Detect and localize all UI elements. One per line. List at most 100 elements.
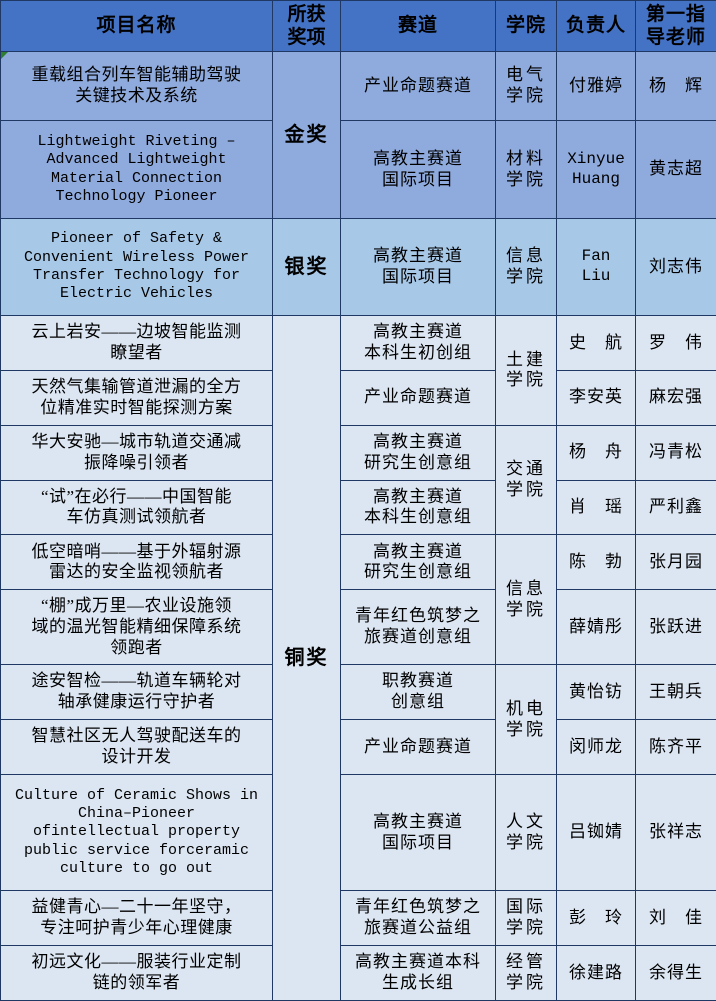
cell-project-name: “棚”成万里—农业设施领 域的温光智能精细保障系统 领跑者 [0, 589, 273, 666]
first-advisor-text: 冯青松 [649, 442, 703, 462]
cell-award: 金奖 [272, 51, 341, 219]
cell-college: 材料 学院 [495, 120, 557, 219]
cell-track: 高教主赛道 本科生初创组 [340, 315, 496, 371]
first-advisor-text: 刘 佳 [649, 907, 703, 927]
cell-college: 信息 学院 [495, 534, 557, 666]
leader-text: 付雅婷 [569, 75, 623, 95]
cell-project-name: 智慧社区无人驾驶配送车的 设计开发 [0, 719, 273, 775]
leader-text: 吕铷婧 [569, 822, 623, 842]
college-text: 土建 学院 [506, 349, 546, 390]
cell-project-name: “试”在必行——中国智能 车仿真测试领航者 [0, 479, 273, 536]
cell-college: 交通 学院 [495, 424, 557, 536]
cell-track: 高教主赛道 国际项目 [340, 120, 496, 219]
cell-project-name: 天然气集输管道泄漏的全方 位精准实时智能探测方案 [0, 369, 273, 426]
leader-text: 彭 玲 [569, 907, 623, 927]
table-row: 益健青心—二十一年坚守， 专注呵护青少年心理健康 青年红色筑梦之 旅赛道公益组 国际… [0, 890, 716, 947]
project-name-text: 智慧社区无人驾驶配送车的 设计开发 [31, 726, 242, 766]
cell-track: 职教赛道 创意组 [340, 664, 496, 721]
project-name-text: Pioneer of Safety & Convenient Wireless … [23, 230, 250, 303]
cell-leader: Xinyue Huang [556, 120, 636, 219]
first-advisor-text: 严利鑫 [649, 497, 703, 517]
first-advisor-text: 陈齐平 [649, 736, 703, 756]
cell-college: 人文 学院 [495, 773, 557, 892]
cell-track: 高教主赛道本科 生成长组 [340, 945, 496, 1001]
cell-track: 高教主赛道 本科生创意组 [340, 479, 496, 536]
first-advisor-text: 杨 辉 [649, 75, 703, 95]
column-header-first-advisor: 第一指 导老师 [635, 0, 716, 52]
cell-college: 国际 学院 [495, 890, 557, 947]
cell-track: 高教主赛道 研究生创意组 [340, 424, 496, 481]
leader-text: 杨 舟 [569, 442, 623, 462]
cell-first-advisor: 张跃进 [635, 589, 716, 666]
cell-track: 高教主赛道 国际项目 [340, 217, 496, 317]
leader-text: 薛婧彤 [569, 616, 623, 636]
cell-project-name: Lightweight Riveting – Advanced Lightwei… [0, 120, 273, 219]
college-text: 信息 学院 [506, 579, 546, 619]
cell-project-name: 益健青心—二十一年坚守， 专注呵护青少年心理健康 [0, 890, 273, 947]
cell-college: 经管 学院 [495, 945, 557, 1001]
cell-first-advisor: 冯青松 [635, 424, 716, 481]
track-text: 青年红色筑梦之 旅赛道创意组 [355, 606, 481, 647]
column-header-college: 学院 [495, 0, 557, 52]
track-text: 高教主赛道 研究生创意组 [364, 431, 472, 472]
track-text: 产业命题赛道 [364, 387, 472, 407]
cell-track: 产业命题赛道 [340, 50, 496, 122]
cell-project-name: 云上岩安——边坡智能监测 瞭望者 [0, 315, 273, 371]
college-text: 人文 学院 [506, 811, 546, 852]
cell-track: 高教主赛道 研究生创意组 [340, 534, 496, 591]
cell-project-name: Pioneer of Safety & Convenient Wireless … [0, 217, 273, 317]
cell-first-advisor: 张祥志 [635, 773, 716, 892]
cell-first-advisor: 余得生 [635, 945, 716, 1001]
cell-leader: 闵师龙 [556, 719, 636, 775]
track-text: 高教主赛道 研究生创意组 [364, 541, 472, 582]
project-name-text: 云上岩安——边坡智能监测 瞭望者 [31, 322, 242, 362]
project-name-text: “试”在必行——中国智能 车仿真测试领航者 [40, 486, 233, 527]
cell-award: 铜奖 [272, 315, 341, 1001]
leader-text: 徐建路 [569, 962, 623, 982]
project-name-text: 低空暗哨——基于外辐射源 雷达的安全监视领航者 [31, 541, 242, 582]
comment-marker-icon [1, 52, 8, 59]
cell-leader: 李安英 [556, 369, 636, 426]
cell-track: 产业命题赛道 [340, 719, 496, 775]
cell-track: 青年红色筑梦之 旅赛道创意组 [340, 589, 496, 666]
table-row: Culture of Ceramic Shows in China–Pionee… [0, 773, 716, 892]
track-text: 高教主赛道 本科生创意组 [364, 486, 472, 527]
table-row: 重载组合列车智能辅助驾驶 关键技术及系统 金奖 产业命题赛道 电气 学院 付雅婷 杨 辉 [0, 50, 716, 219]
cell-first-advisor: 张月园 [635, 534, 716, 591]
table-row: 智慧社区无人驾驶配送车的 设计开发 产业命题赛道 闵师龙 陈齐平 [0, 719, 716, 775]
column-header-track: 赛道 [340, 0, 496, 52]
cell-leader: 杨 舟 [556, 424, 636, 481]
leader-text: 黄怡钫 [569, 681, 623, 701]
cell-leader: 肖 瑶 [556, 479, 636, 536]
first-advisor-text: 刘志伟 [649, 256, 703, 276]
header-row: 项目名称 所获 奖项 赛道 学院 负责人 第一指 导老师 [0, 0, 716, 52]
cell-project-name: 重载组合列车智能辅助驾驶 关键技术及系统 [0, 50, 273, 122]
table-row: “棚”成万里—农业设施领 域的温光智能精细保障系统 领跑者 青年红色筑梦之 旅赛道… [0, 589, 716, 666]
leader-text: 陈 勃 [569, 551, 623, 571]
leader-text: Fan Liu [581, 247, 611, 285]
cell-leader: 陈 勃 [556, 534, 636, 591]
cell-leader: 史 航 [556, 315, 636, 371]
table-row: 天然气集输管道泄漏的全方 位精准实时智能探测方案 产业命题赛道 李安英 麻宏强 [0, 369, 716, 426]
award-text: 金奖 [284, 123, 329, 146]
table-row: 云上岩安——边坡智能监测 瞭望者 铜奖 高教主赛道 本科生初创组 土建 学院 史 航 罗 … [0, 315, 716, 1001]
project-name-text: Culture of Ceramic Shows in China–Pionee… [14, 786, 259, 877]
track-text: 青年红色筑梦之 旅赛道公益组 [355, 897, 481, 938]
leader-text: 史 航 [569, 332, 623, 352]
project-name-text: 益健青心—二十一年坚守， 专注呵护青少年心理健康 [31, 897, 242, 938]
table-row: 华大安驰—城市轨道交通减 振降噪引领者 高教主赛道 研究生创意组 交通 学院 杨 舟 冯… [0, 424, 716, 536]
cell-first-advisor: 杨 辉 [635, 50, 716, 122]
project-name-text: Lightweight Riveting – Advanced Lightwei… [37, 132, 236, 205]
cell-project-name: 初远文化——服装行业定制 链的领军者 [0, 945, 273, 1001]
college-text: 交通 学院 [506, 459, 546, 500]
cell-project-name: 华大安驰—城市轨道交通减 振降噪引领者 [0, 424, 273, 481]
table-row: Pioneer of Safety & Convenient Wireless … [0, 217, 716, 317]
table-row: Lightweight Riveting – Advanced Lightwei… [0, 120, 716, 219]
project-name-text: “棚”成万里—农业设施领 域的温光智能精细保障系统 领跑者 [31, 596, 242, 657]
cell-leader: Fan Liu [556, 217, 636, 317]
first-advisor-text: 王朝兵 [649, 681, 703, 701]
track-text: 产业命题赛道 [364, 736, 472, 756]
first-advisor-text: 余得生 [649, 962, 703, 982]
